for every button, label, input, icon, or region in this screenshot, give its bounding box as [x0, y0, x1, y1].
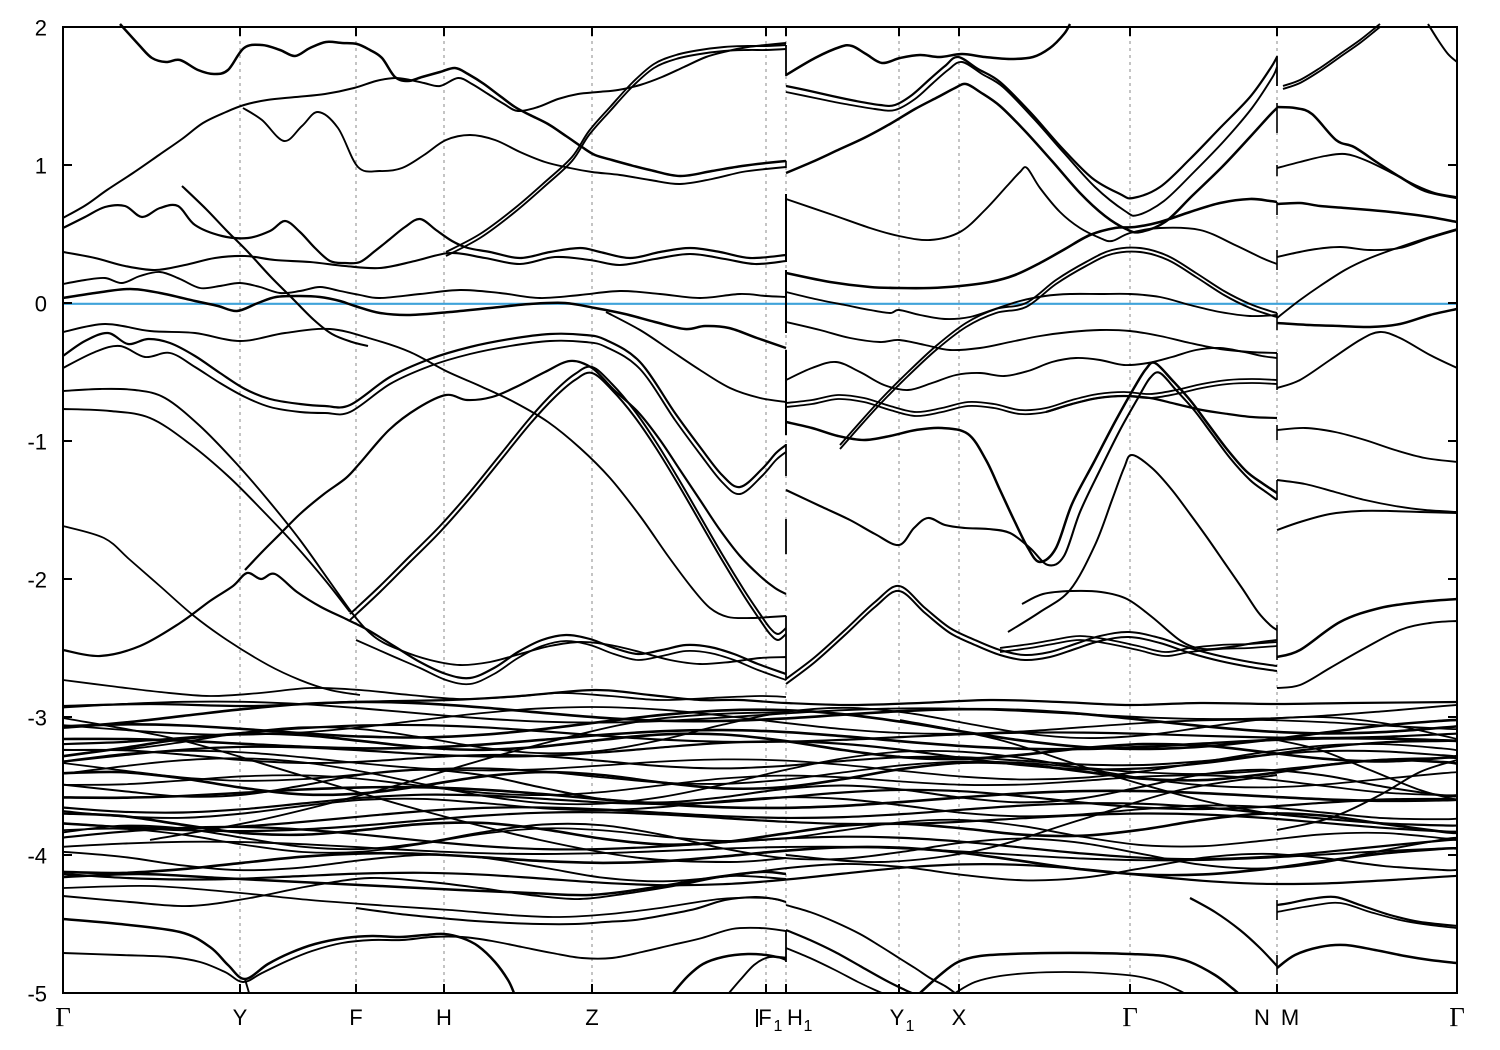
- svg-text:1: 1: [35, 154, 47, 179]
- svg-text:1: 1: [804, 1018, 813, 1035]
- svg-text:Z: Z: [585, 1005, 598, 1030]
- svg-text:-4: -4: [27, 844, 47, 869]
- svg-text:M: M: [1281, 1005, 1299, 1030]
- svg-text:Γ: Γ: [55, 1002, 71, 1032]
- svg-text:-1: -1: [27, 430, 47, 455]
- svg-text:H: H: [436, 1005, 452, 1030]
- svg-text:F: F: [349, 1005, 362, 1030]
- svg-text:N: N: [1254, 1005, 1270, 1030]
- svg-text:F: F: [758, 1005, 771, 1030]
- svg-text:-2: -2: [27, 568, 47, 593]
- svg-text:Y: Y: [233, 1005, 248, 1030]
- svg-text:2: 2: [35, 16, 47, 41]
- svg-text:-3: -3: [27, 706, 47, 731]
- svg-text:Γ: Γ: [1122, 1002, 1138, 1032]
- svg-text:Y: Y: [890, 1005, 905, 1030]
- svg-text:Γ: Γ: [1449, 1002, 1465, 1032]
- svg-text:H: H: [787, 1005, 803, 1030]
- svg-text:1: 1: [774, 1018, 783, 1035]
- svg-text:0: 0: [35, 292, 47, 317]
- svg-text:1: 1: [906, 1018, 915, 1035]
- svg-text:-5: -5: [27, 982, 47, 1007]
- svg-text:X: X: [952, 1005, 967, 1030]
